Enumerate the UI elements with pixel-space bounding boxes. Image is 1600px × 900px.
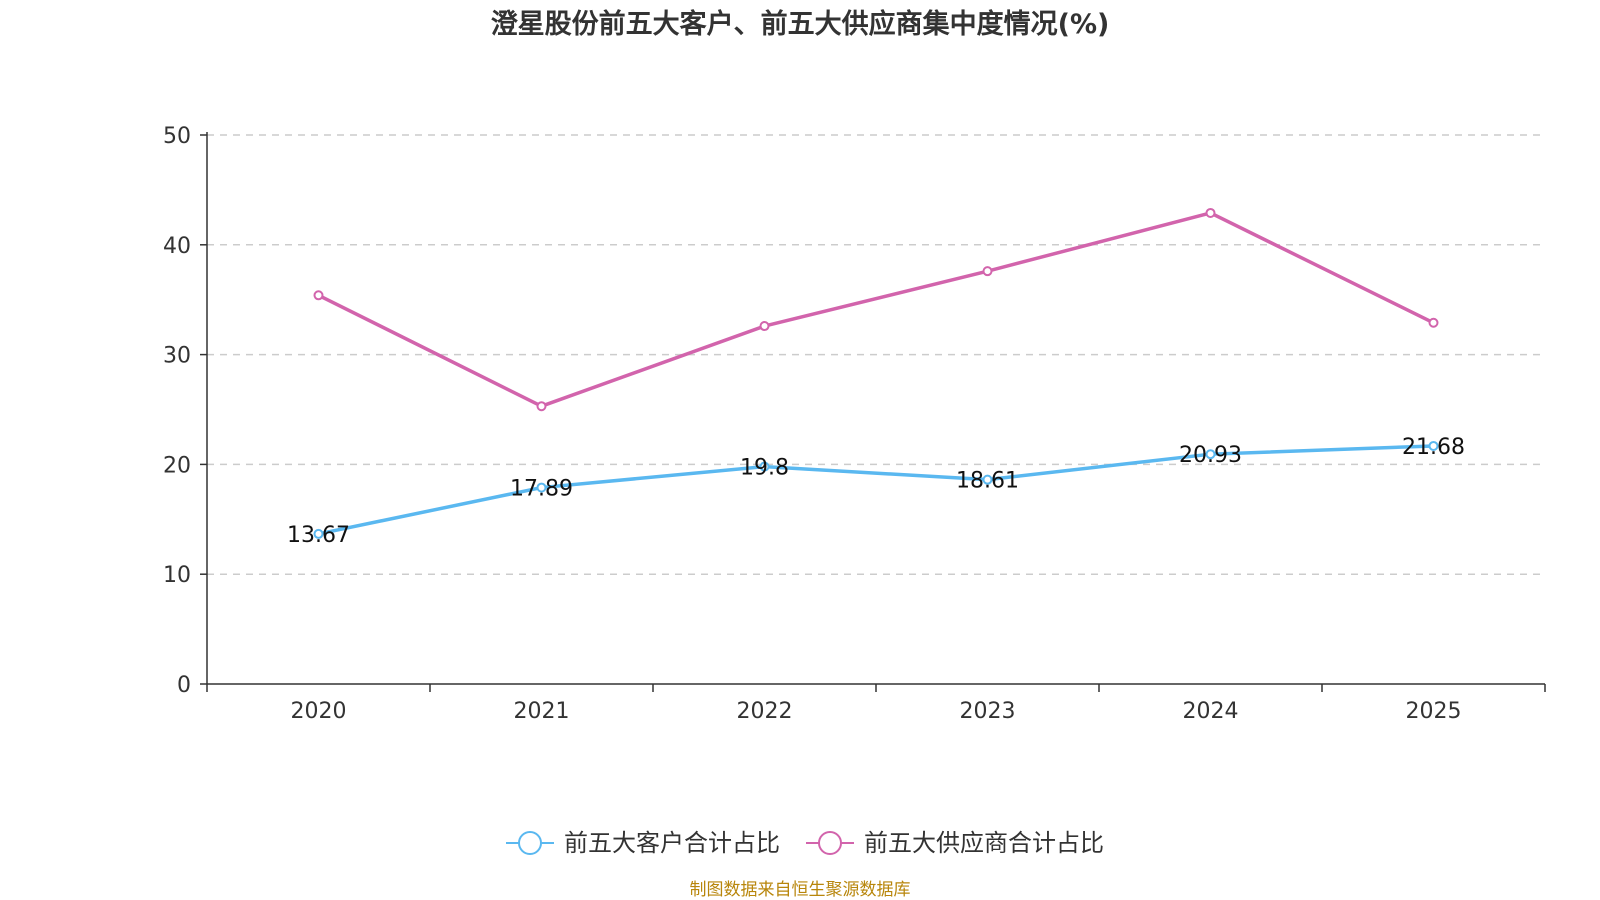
data-label-2024: 20.93 <box>1179 443 1242 468</box>
series-1-line <box>317 211 1435 408</box>
series-0-point-2022 <box>759 461 770 472</box>
x-tick-label-2022: 2022 <box>737 699 793 724</box>
gridlines <box>207 134 1545 575</box>
y-tick-label-30: 30 <box>163 344 191 369</box>
x-tick-label-2021: 2021 <box>514 699 570 724</box>
source-note: 制图数据来自恒生聚源数据库 <box>690 880 911 900</box>
series-layer <box>313 207 1439 539</box>
x-tick-label-2023: 2023 <box>960 699 1016 724</box>
data-label-2025: 21.68 <box>1402 435 1465 460</box>
y-tick-label-40: 40 <box>163 234 191 259</box>
y-tick-label-10: 10 <box>163 563 191 588</box>
series-0-point-2021 <box>536 482 547 493</box>
legend-suppliers-marker <box>818 831 842 855</box>
x-tick-label-2020: 2020 <box>291 699 347 724</box>
data-label-2021: 17.89 <box>510 477 573 502</box>
legend-customers-marker <box>518 831 542 855</box>
data-labels: 13.67 17.89 19.8 18.61 20.93 21.68 <box>287 435 1465 548</box>
series-1-point-2025 <box>1428 317 1439 328</box>
chart-title: 澄星股份前五大客户、前五大供应商集中度情况(%) <box>491 8 1110 40</box>
series-0-point-2020 <box>313 528 324 539</box>
data-label-2020: 13.67 <box>287 523 350 548</box>
x-tick-label-2025: 2025 <box>1406 699 1462 724</box>
data-label-2023: 18.61 <box>956 469 1019 494</box>
series-0-point-2024 <box>1205 449 1216 460</box>
series-1-point-2022 <box>759 321 770 332</box>
legend-item-suppliers[interactable]: 前五大供应商合计占比 <box>806 829 1104 857</box>
x-axis: 2020 2021 2022 2023 2024 2025 <box>206 683 1546 724</box>
y-tick-label-0: 0 <box>177 673 191 698</box>
series-0-point-2023 <box>982 474 993 485</box>
series-1-point-2020 <box>313 290 324 301</box>
series-1-point-2021 <box>536 401 547 412</box>
y-tick-label-50: 50 <box>163 124 191 149</box>
legend-item-customers[interactable]: 前五大客户合计占比 <box>506 829 780 857</box>
y-tick-label-20: 20 <box>163 453 191 478</box>
series-1-point-2024 <box>1205 207 1216 218</box>
legend[interactable]: 前五大客户合计占比 前五大供应商合计占比 <box>506 829 1104 857</box>
data-label-2022: 19.8 <box>740 456 789 481</box>
x-tick-label-2024: 2024 <box>1183 699 1239 724</box>
series-0-point-2025 <box>1428 440 1439 451</box>
legend-suppliers-label: 前五大供应商合计占比 <box>864 829 1104 857</box>
series-0-line <box>318 444 1434 536</box>
legend-customers-label: 前五大客户合计占比 <box>564 829 780 857</box>
series-1-point-2023 <box>982 266 993 277</box>
y-axis: 0 10 20 30 40 50 <box>163 124 208 698</box>
